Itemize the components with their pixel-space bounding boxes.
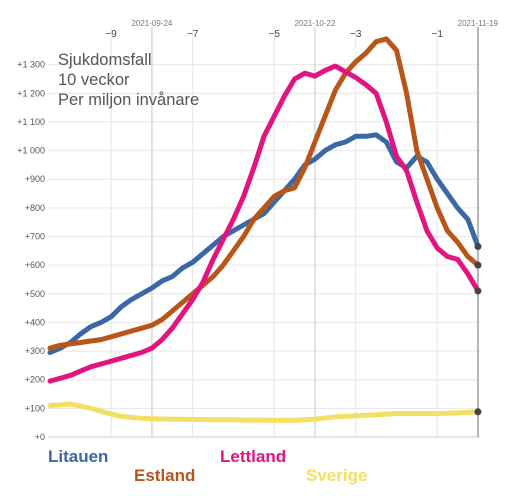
x-tick-label: −5 (268, 29, 280, 40)
y-tick-label: +100 (25, 403, 45, 413)
chart-title-line-1: Sjukdomsfall (58, 51, 152, 69)
y-tick-label: +1 100 (17, 117, 45, 127)
series-endpoints (474, 243, 482, 416)
y-tick-label: +800 (25, 203, 45, 213)
y-axis: +0 +100 +200 +300 +400 +500 +600 +700 +800 +900 +1… (17, 60, 45, 442)
series-endpoint-estland (474, 261, 482, 269)
y-tick-label: +1 200 (17, 88, 45, 98)
x-axis: −9 −7 −5 −3 −1 (105, 29, 443, 40)
y-tick-label: +0 (35, 432, 45, 442)
x-tick-label: −3 (350, 29, 362, 40)
series-line-estland (47, 36, 481, 351)
x-tick-label: −7 (187, 29, 199, 40)
y-tick-label: +1 000 (17, 146, 45, 156)
x-tick-label: −1 (432, 29, 444, 40)
series-endpoint-lettland (474, 287, 482, 295)
series-line-litauen (47, 132, 481, 355)
date-marker-label: 2021-09-24 (131, 19, 172, 28)
y-tick-label: +600 (25, 260, 45, 270)
series-line-lettland (47, 63, 481, 384)
chart-title-line-2: 10 veckor (58, 71, 130, 89)
series-lines (47, 36, 481, 423)
legend-estland: Estland (134, 466, 196, 485)
y-tick-label: +500 (25, 289, 45, 299)
y-tick-label: +400 (25, 317, 45, 327)
date-markers: 2021-09-24 2021-10-22 2021-11-19 (131, 19, 499, 437)
series-endpoint-litauen (474, 243, 482, 251)
x-tick-label: −9 (105, 29, 117, 40)
y-tick-label: +700 (25, 232, 45, 242)
y-tick-label: +300 (25, 346, 45, 356)
series-line-sverige (47, 401, 481, 423)
series-endpoint-sverige (474, 408, 482, 416)
date-marker-label: 2021-10-22 (294, 19, 335, 28)
chart-title-line-3: Per miljon invånare (58, 91, 200, 109)
y-tick-label: +200 (25, 375, 45, 385)
legend-sverige: Sverige (306, 466, 368, 485)
legend-litauen: Litauen (48, 447, 109, 466)
date-marker-label: 2021-11-19 (458, 19, 499, 28)
y-tick-label: +1 300 (17, 60, 45, 70)
y-tick-label: +900 (25, 174, 45, 184)
legend-lettland: Lettland (220, 447, 287, 466)
